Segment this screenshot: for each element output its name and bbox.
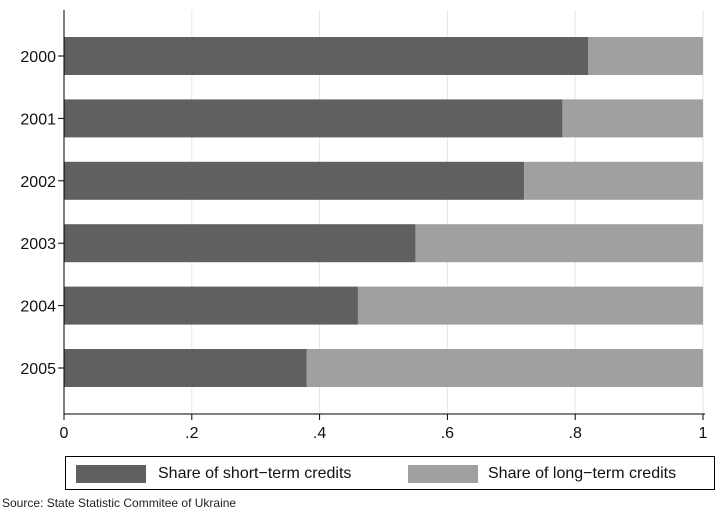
- y-tick-label: 2002: [20, 174, 56, 191]
- bar-short-term: [64, 349, 307, 387]
- legend: Share of short−term credits Share of lon…: [65, 456, 715, 490]
- y-tick-labels: 2000 2001 2002 2003 2004 2005: [20, 49, 64, 378]
- bar-short-term: [64, 37, 588, 75]
- x-tick-labels: 0 .2 .4 .6 .8 1: [60, 414, 708, 442]
- x-tick-label: 0: [60, 425, 69, 442]
- legend-swatch-long-term: [408, 465, 478, 483]
- bar-long-term: [562, 99, 703, 138]
- legend-swatch-short-term: [76, 465, 146, 483]
- plot-area: [64, 10, 705, 414]
- y-tick-label: 2001: [20, 111, 56, 128]
- bar-long-term: [587, 37, 703, 75]
- x-tick-label: .2: [185, 425, 198, 442]
- y-tick-label: 2005: [20, 361, 56, 378]
- bars-group: [64, 37, 703, 387]
- bar-short-term: [64, 224, 416, 263]
- bar-short-term: [64, 99, 563, 138]
- y-tick-label: 2004: [20, 299, 56, 316]
- bar-short-term: [64, 161, 525, 200]
- legend-label-long-term: Share of long−term credits: [488, 465, 677, 482]
- x-tick-label: 1: [699, 425, 708, 442]
- legend-label-short-term: Share of short−term credits: [158, 465, 352, 482]
- y-tick-label: 2000: [20, 49, 56, 66]
- bar-long-term: [357, 286, 703, 325]
- x-tick-label: .4: [313, 425, 326, 442]
- grid-lines: [191, 10, 704, 414]
- x-tick-label: .8: [569, 425, 582, 442]
- x-tick-label: .6: [441, 425, 454, 442]
- bar-long-term: [524, 161, 703, 200]
- source-note: Source: State Statistic Commitee of Ukra…: [2, 496, 237, 510]
- bar-short-term: [64, 286, 358, 325]
- bar-long-term: [415, 224, 703, 263]
- bar-long-term: [306, 349, 703, 387]
- y-tick-label: 2003: [20, 236, 56, 253]
